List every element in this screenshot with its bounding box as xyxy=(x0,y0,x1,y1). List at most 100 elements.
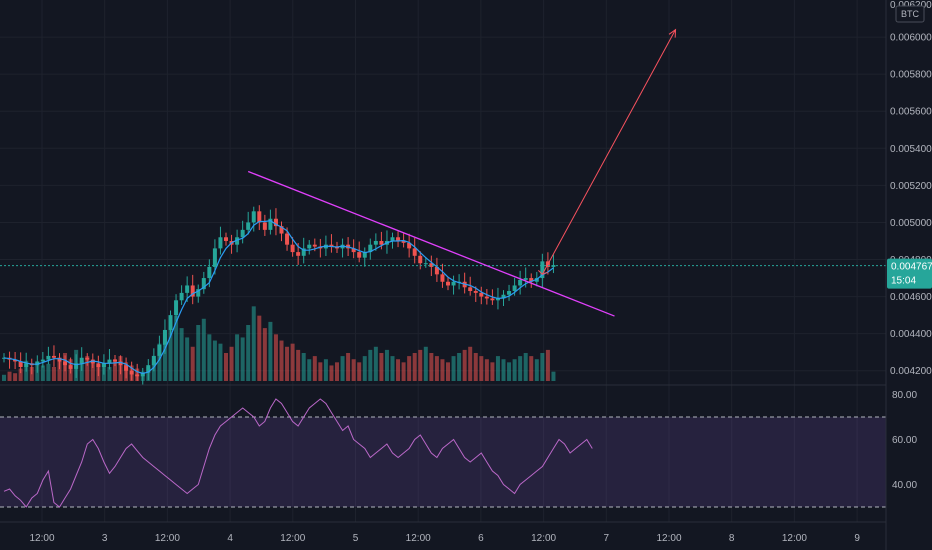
volume-bar xyxy=(51,367,56,381)
time-tick-label: 3 xyxy=(102,533,108,544)
volume-bar xyxy=(113,359,117,381)
candle-body xyxy=(207,266,212,279)
volume-bar xyxy=(85,356,90,381)
candle-body xyxy=(74,363,79,369)
candle-body xyxy=(35,361,40,366)
candle-body xyxy=(290,244,295,253)
candle-body xyxy=(368,244,373,253)
candle-body xyxy=(118,361,123,366)
price-tick-label: 0.005000 xyxy=(890,218,932,229)
price-tick-label: 0.004200 xyxy=(890,366,932,377)
time-tick-label: 12:00 xyxy=(782,533,807,544)
time-tick-label: 12:00 xyxy=(29,533,54,544)
candle-body xyxy=(279,226,284,234)
volume-bar xyxy=(201,318,206,381)
rsi-axis-ticks[interactable]: 80.00 60.00 40.00 xyxy=(892,390,917,491)
volume-bar xyxy=(296,349,301,381)
candle-body xyxy=(429,263,434,267)
volume-bar xyxy=(457,353,462,381)
volume-bar xyxy=(434,356,439,381)
volume-bar xyxy=(418,349,423,381)
candle-body xyxy=(113,359,117,362)
time-tick-label: 4 xyxy=(227,533,233,544)
candle-body xyxy=(357,252,362,258)
candle-body xyxy=(285,233,290,245)
volume-bar xyxy=(490,362,495,381)
rsi-tick-label: 60.00 xyxy=(892,435,917,446)
candle-body xyxy=(501,294,506,299)
candle-body xyxy=(507,291,512,295)
volume-bar xyxy=(368,349,373,381)
candle-body xyxy=(240,229,245,238)
time-axis-ticks[interactable]: 12:00 3 12:00 4 12:00 5 12:00 6 12:00 7 12:00 8 12:0… xyxy=(29,533,860,544)
candle-body xyxy=(301,248,306,256)
volume-bar xyxy=(196,325,201,381)
volume-bar xyxy=(90,362,95,381)
candle-body xyxy=(529,278,534,282)
candle-body xyxy=(390,237,395,241)
volume-bar xyxy=(340,356,345,381)
candle-body xyxy=(57,357,62,362)
volume-bar xyxy=(46,363,51,381)
volume-bar xyxy=(479,356,484,381)
volume-bar xyxy=(501,359,506,381)
bar-countdown: 15:04 xyxy=(891,276,916,287)
rsi-line xyxy=(3,398,593,508)
candle-body xyxy=(224,237,228,241)
price-tick-label: 0.005400 xyxy=(890,144,932,155)
candle-body xyxy=(135,374,140,377)
candle-body xyxy=(235,237,240,245)
candle-body xyxy=(468,287,473,292)
candle-body xyxy=(373,240,378,245)
volume-bar xyxy=(246,325,251,381)
volume-bar xyxy=(396,359,401,381)
candle-body xyxy=(329,244,334,247)
volume-bar xyxy=(323,359,328,381)
volume-bar xyxy=(346,353,351,381)
volume-bar xyxy=(312,356,317,381)
volume-bar xyxy=(495,356,500,381)
candle-body xyxy=(246,222,251,230)
trendline[interactable] xyxy=(247,170,615,317)
arrow-head xyxy=(668,28,677,38)
candle-body xyxy=(379,240,384,245)
candle-body xyxy=(140,372,145,377)
candle-body xyxy=(484,296,489,299)
candle-body xyxy=(473,291,478,293)
volume-bar xyxy=(307,359,312,381)
volume-bar xyxy=(218,343,223,381)
candle-body xyxy=(490,298,495,301)
volume-bar xyxy=(545,349,550,381)
volume-bar xyxy=(451,356,456,381)
volume-bar xyxy=(301,353,306,381)
volume-bar xyxy=(373,346,378,381)
time-tick-label: 12:00 xyxy=(406,533,431,544)
volume-bar xyxy=(262,328,267,381)
volume-bar xyxy=(162,334,167,381)
time-tick-label: 5 xyxy=(353,533,359,544)
candle-body xyxy=(351,248,356,253)
currency-badge[interactable] xyxy=(895,5,925,23)
candle-body xyxy=(51,355,56,358)
candle-body xyxy=(446,281,450,286)
candle-body xyxy=(179,292,184,301)
volume-bar xyxy=(384,349,389,381)
rsi-tick-label: 80.00 xyxy=(892,390,917,401)
candle-body xyxy=(396,237,401,241)
volume-bar xyxy=(285,346,290,381)
candle-body xyxy=(418,255,423,264)
projection-arrow[interactable] xyxy=(537,28,677,275)
volume-bar xyxy=(540,353,545,381)
candle-body xyxy=(107,359,112,364)
volume-bar xyxy=(13,373,18,381)
candle-body xyxy=(129,370,134,375)
volume-bar xyxy=(357,362,362,381)
candle-body xyxy=(512,285,517,292)
volume-bar xyxy=(379,353,384,381)
rsi-tick-label: 40.00 xyxy=(892,480,917,491)
volume-bar xyxy=(351,359,356,381)
volume-bar xyxy=(168,321,173,381)
volume-bar xyxy=(18,368,23,381)
candle-body xyxy=(201,278,206,290)
